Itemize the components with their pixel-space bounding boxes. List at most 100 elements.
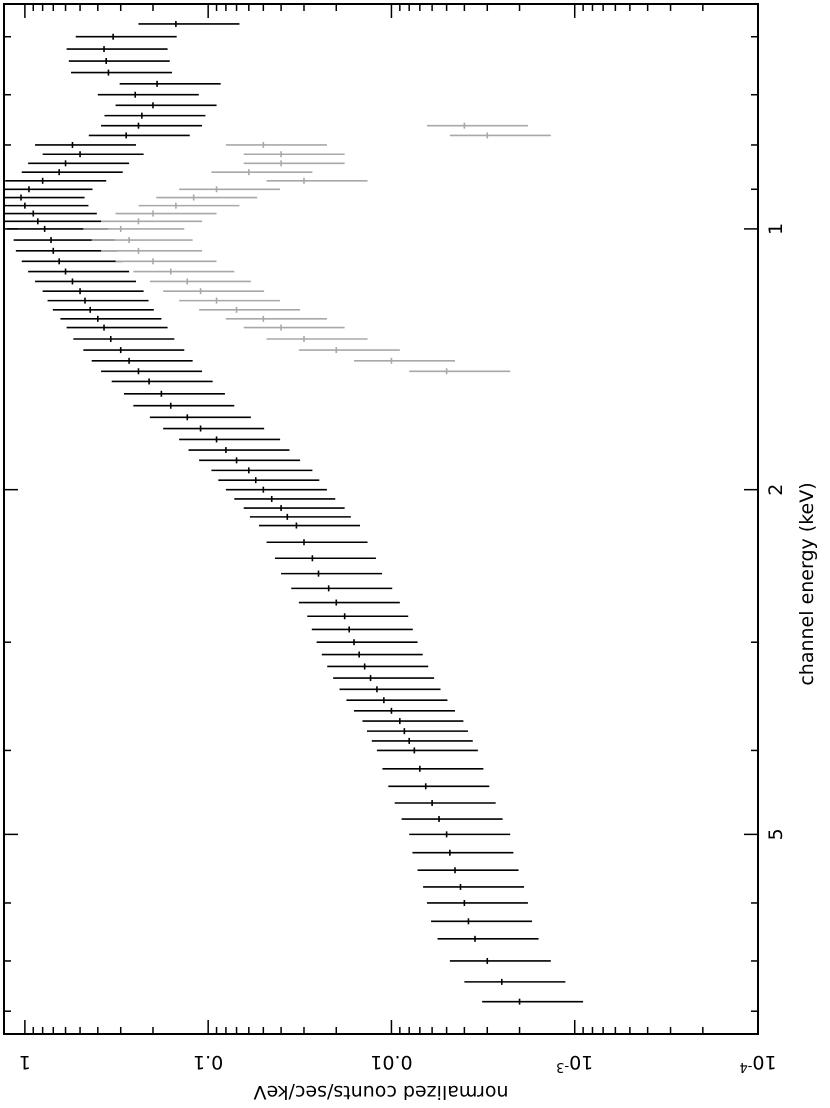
data-point: [394, 800, 496, 807]
data-point: [123, 390, 225, 397]
data-point: [376, 747, 478, 754]
data-point: [83, 347, 185, 354]
data-point: [35, 278, 137, 285]
data-point: [258, 522, 360, 529]
data-point: [4, 194, 85, 201]
data-point: [73, 336, 175, 343]
data-point: [5, 177, 107, 184]
data-point: [234, 495, 336, 502]
data-point: [21, 258, 123, 265]
data-point: [266, 336, 368, 343]
y-tick-label: 10-3: [556, 1051, 593, 1075]
data-point: [243, 151, 345, 158]
data-point: [101, 247, 203, 254]
data-point: [339, 686, 441, 693]
data-point: [249, 513, 351, 520]
data-point: [401, 816, 503, 823]
data-point: [274, 555, 376, 562]
data-point: [307, 613, 409, 620]
data-point: [156, 194, 258, 201]
data-point: [42, 151, 144, 158]
data-point: [354, 707, 456, 714]
y-axis-label: normalized counts/sec/keV: [254, 1081, 509, 1103]
x-tick-labels: 1 2 5: [765, 223, 787, 841]
data-point: [15, 247, 117, 254]
y-tick-label: 0.1: [193, 1051, 223, 1073]
data-point: [431, 918, 533, 925]
data-point: [362, 718, 464, 725]
data-point: [266, 539, 368, 546]
data-point: [354, 357, 456, 364]
data-point: [243, 324, 345, 331]
data-point: [464, 978, 566, 985]
data-point: [179, 297, 281, 304]
data-point: [346, 697, 448, 704]
data-point: [388, 783, 490, 790]
data-point: [199, 306, 301, 313]
data-point: [21, 169, 123, 176]
data-point: [115, 102, 217, 109]
data-point: [316, 639, 418, 646]
data-point: [115, 258, 217, 265]
data-point: [101, 218, 203, 225]
data-point: [225, 141, 327, 148]
data-point: [449, 132, 551, 139]
data-point: [97, 91, 199, 98]
data-point: [412, 849, 514, 856]
data-point: [60, 315, 162, 322]
plot-marks: [4, 20, 584, 1005]
plot-frame: [3, 3, 759, 1035]
data-point: [281, 570, 383, 577]
data-point: [4, 186, 93, 193]
data-point: [68, 58, 170, 65]
x-tick-label: 2: [765, 484, 787, 496]
data-point: [188, 447, 290, 454]
data-point: [423, 883, 525, 890]
data-point: [35, 141, 137, 148]
data-point: [211, 467, 313, 474]
data-point: [138, 20, 240, 27]
series-grey: [83, 122, 551, 375]
data-point: [28, 160, 130, 167]
data-point: [149, 278, 251, 285]
data-point: [115, 210, 217, 217]
data-point: [133, 402, 235, 409]
data-point: [218, 477, 320, 484]
data-point: [28, 268, 130, 275]
data-point: [66, 324, 168, 331]
series-black: [4, 20, 584, 1005]
data-point: [426, 899, 528, 906]
data-point: [42, 288, 144, 295]
data-point: [52, 306, 154, 313]
data-point: [327, 663, 429, 670]
data-point: [4, 202, 89, 209]
data-point: [111, 378, 213, 385]
data-point: [333, 675, 435, 682]
data-point: [225, 486, 327, 493]
data-point: [179, 436, 281, 443]
data-point: [83, 225, 185, 232]
data-point: [4, 210, 97, 217]
data-point: [91, 237, 193, 244]
y-tick-label: 1: [19, 1051, 31, 1073]
data-point: [91, 357, 193, 364]
data-point: [291, 585, 393, 592]
data-point: [225, 315, 327, 322]
data-point: [298, 347, 400, 354]
y-tick-label: 10-4: [739, 1051, 776, 1075]
data-point: [417, 867, 519, 874]
data-point: [311, 626, 413, 633]
data-point: [179, 186, 281, 193]
data-point: [47, 297, 149, 304]
data-point: [382, 765, 484, 772]
data-point: [75, 33, 177, 40]
y-tick-label: 0.01: [370, 1051, 412, 1073]
data-point: [426, 122, 528, 129]
data-point: [101, 122, 203, 129]
data-point: [101, 368, 203, 375]
data-point: [266, 177, 368, 184]
data-point: [4, 218, 102, 225]
data-point: [133, 268, 235, 275]
data-point: [119, 80, 221, 87]
